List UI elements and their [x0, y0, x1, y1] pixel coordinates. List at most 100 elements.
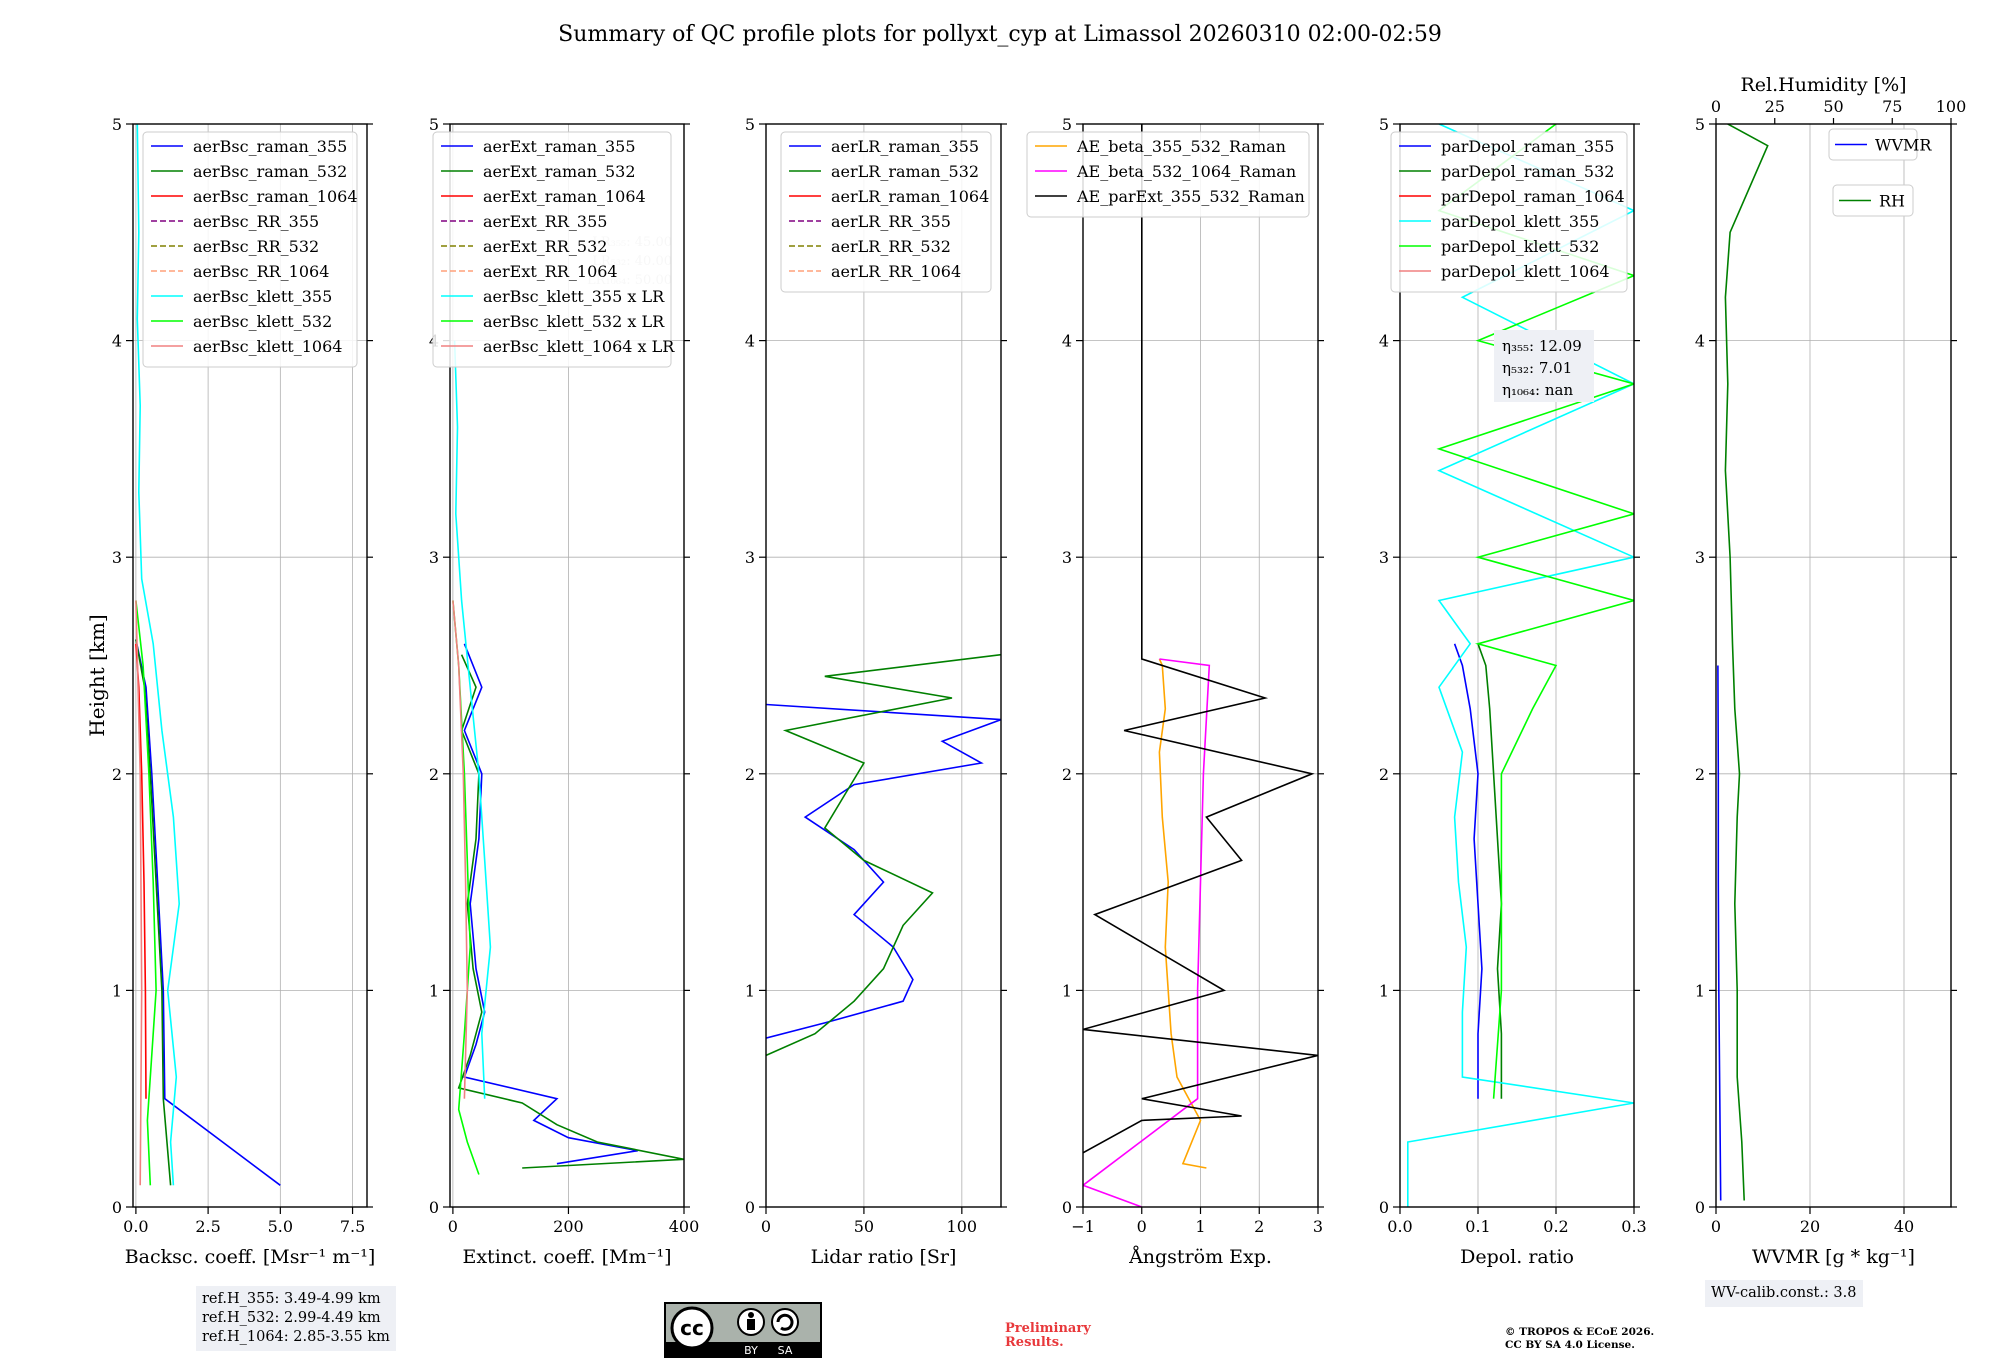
y-tick-label: 2 — [1379, 765, 1389, 784]
x-tick-label: 200 — [553, 1217, 584, 1236]
page-title: Summary of QC profile plots for pollyxt_… — [558, 22, 1442, 47]
y-tick-label: 3 — [1379, 548, 1389, 567]
wv-calib-box: WV-calib.const.: 3.8 — [1705, 1280, 1863, 1307]
x-tick-label: 5.0 — [268, 1217, 293, 1236]
x-tick-label: 0 — [1137, 1217, 1147, 1236]
legend-label: aerLR_RR_355 — [831, 212, 951, 231]
cc-sa-label: SA — [778, 1344, 793, 1357]
y-tick-label: 0 — [1062, 1198, 1072, 1217]
y-tick-label: 1 — [429, 981, 439, 1000]
top-axis-label: Rel.Humidity [%] — [1740, 74, 1906, 96]
eta-annotation: η₁₀₆₄: nan — [1502, 381, 1573, 399]
legend-label: AE_parExt_355_532_Raman — [1076, 187, 1305, 206]
series-line-pardepol-klett-355 — [1407, 124, 1634, 1207]
legend-label: aerBsc_RR_532 — [193, 237, 319, 256]
x-tick-label: 0.2 — [1543, 1217, 1568, 1236]
series-line-aerbsc-raman-355 — [135, 639, 281, 1186]
plot-area — [1083, 124, 1318, 1207]
legend-label: parDepol_raman_532 — [1441, 162, 1614, 181]
x-tick-label: 100 — [947, 1217, 978, 1236]
y-tick-label: 5 — [429, 115, 439, 134]
x-tick-label: 40 — [1894, 1217, 1914, 1236]
preliminary-line-1: Preliminary — [1005, 1321, 1091, 1336]
plot-area — [1717, 124, 1769, 1201]
y-tick-label: 4 — [1695, 332, 1705, 351]
top-tick-label: 0 — [1711, 97, 1721, 116]
legend-label: aerExt_RR_532 — [483, 237, 607, 256]
y-tick-label: 4 — [1379, 332, 1389, 351]
y-tick-label: 3 — [745, 548, 755, 567]
y-tick-label: 2 — [745, 765, 755, 784]
legend-label: parDepol_klett_355 — [1441, 212, 1599, 231]
legend-label: aerExt_RR_355 — [483, 212, 607, 231]
y-tick-label: 1 — [1062, 981, 1072, 1000]
y-tick-label: 5 — [745, 115, 755, 134]
legend-label: aerLR_raman_532 — [831, 162, 979, 181]
x-tick-label: 0 — [761, 1217, 771, 1236]
legend-label: parDepol_klett_532 — [1441, 237, 1599, 256]
x-tick-label: 400 — [669, 1217, 700, 1236]
y-tick-label: 5 — [1062, 115, 1072, 134]
preliminary-note: Preliminary Results. — [1005, 1322, 1091, 1350]
x-axis-label: Lidar ratio [Sr] — [811, 1246, 957, 1268]
series-line-wvmr — [1717, 665, 1722, 1201]
series-line-aerbsc-klett-532 — [135, 600, 157, 1186]
chart-panel-wv: 0 20 40 0 1 2 3 4 5 WVMR [g * kg⁻¹] 0 25 50 75 100 Rel.… — [1695, 74, 1966, 1268]
chart-panel-lr: 0 50 100 0 1 2 3 4 5 Lidar ratio [Sr] aerLR_raman_… — [745, 115, 1007, 1268]
legend-label: parDepol_raman_355 — [1441, 137, 1614, 156]
x-axis-label: Backsc. coeff. [Msr⁻¹ m⁻¹] — [125, 1246, 376, 1268]
x-tick-label: 7.5 — [340, 1217, 365, 1236]
legend-frame — [1026, 131, 1310, 218]
y-tick-label: 0 — [1379, 1198, 1389, 1217]
top-tick-label: 50 — [1823, 97, 1843, 116]
y-tick-label: 5 — [1379, 115, 1389, 134]
y-tick-label: 0 — [1695, 1198, 1705, 1217]
series-line-aerext-raman-355 — [463, 643, 638, 1165]
legend-label: aerBsc_klett_355 x LR — [483, 287, 665, 306]
series-line-aerbsc-klett-355-x-lr — [453, 340, 492, 1099]
chart-panel-ext: 0200400012345Extinct. coeff. [Mm⁻¹]LR₃₅₅… — [429, 115, 699, 1268]
plot-frame — [765, 123, 1002, 1208]
chart-panel-depol: 0.0 0.1 0.2 0.3 0 1 2 3 4 5 Depol. ratio η₃₅₅: 12.0… — [1379, 115, 1647, 1268]
y-tick-label: 4 — [1062, 332, 1072, 351]
top-tick-label: 75 — [1882, 97, 1902, 116]
legend-wv-1: RH — [1832, 184, 1914, 217]
copyright-line-2: CC BY SA 4.0 License. — [1505, 1339, 1635, 1351]
plot-frame — [1715, 123, 1952, 1208]
legend-label: aerBsc_raman_355 — [193, 137, 347, 156]
legend-label: aerBsc_klett_532 x LR — [483, 312, 665, 331]
chart-panel-bsc: 0.0 2.5 5.0 7.5 0 1 2 3 4 5 Backsc. coeff. [Msr⁻¹ … — [85, 115, 375, 1268]
plot-area — [452, 340, 684, 1175]
x-tick-label: 1 — [1195, 1217, 1205, 1236]
series-line-aerbsc-klett-1064 — [135, 600, 143, 1186]
legend-label: aerLR_RR_532 — [831, 237, 951, 256]
legend-label: aerExt_raman_355 — [483, 137, 636, 156]
x-tick-label: 0.0 — [123, 1217, 148, 1236]
series-line-pardepol-klett-532 — [1436, 124, 1634, 1099]
legend-label: aerLR_RR_1064 — [831, 262, 961, 281]
copyright-line-1: © TROPOS & ECoE 2026. — [1505, 1326, 1655, 1338]
y-tick-label: 5 — [1695, 115, 1705, 134]
series-line-rh — [1724, 124, 1769, 1201]
top-tick-label: 100 — [1936, 97, 1967, 116]
series-line-aerext-raman-532 — [457, 654, 684, 1169]
legend-bsc: aerBsc_raman_355 aerBsc_raman_532 aerBsc_r… — [142, 131, 358, 368]
legend-label: AE_beta_355_532_Raman — [1076, 137, 1286, 156]
y-axis-label: Height [km] — [85, 614, 109, 736]
series-line-pardepol-raman-355 — [1453, 643, 1483, 1099]
legend-frame — [1832, 184, 1914, 217]
legend-label: aerLR_raman_1064 — [831, 187, 989, 206]
x-axis-label: Extinct. coeff. [Mm⁻¹] — [462, 1246, 671, 1268]
legend-label: aerBsc_klett_1064 — [193, 337, 342, 356]
x-tick-label: 0.3 — [1621, 1217, 1646, 1236]
x-tick-label: 2.5 — [195, 1217, 220, 1236]
copyright-note: © TROPOS & ECoE 2026. CC BY SA 4.0 Licen… — [1505, 1326, 1654, 1352]
y-tick-label: 1 — [745, 981, 755, 1000]
y-tick-label: 1 — [1379, 981, 1389, 1000]
legend-depol: parDepol_raman_355 parDepol_raman_532 parD… — [1390, 131, 1628, 293]
series-line-aerbsc-klett-1064-x-lr — [452, 600, 469, 1099]
y-tick-label: 2 — [1695, 765, 1705, 784]
x-axis-label: WVMR [g * kg⁻¹] — [1752, 1246, 1915, 1268]
x-tick-label: 2 — [1254, 1217, 1264, 1236]
legend-label: aerExt_RR_1064 — [483, 262, 618, 281]
